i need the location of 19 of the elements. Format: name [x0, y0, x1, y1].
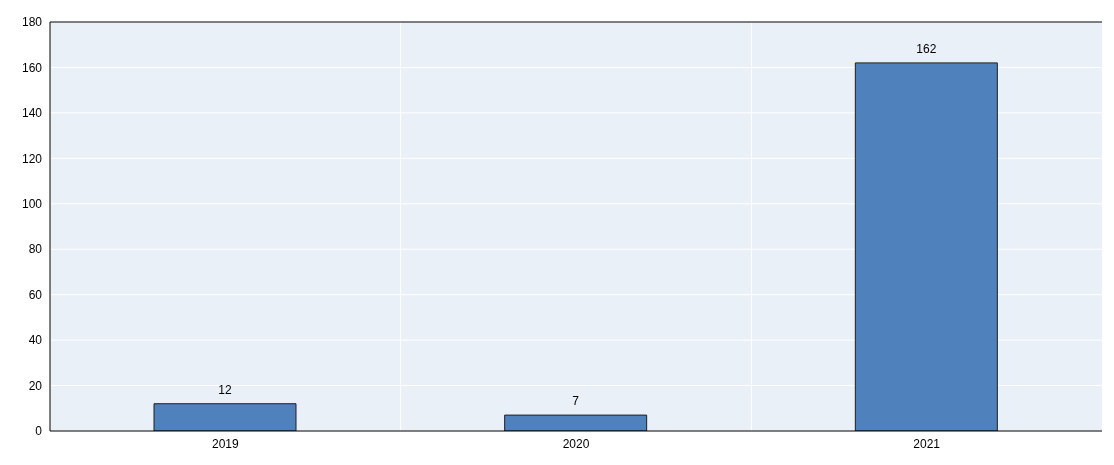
data-label: 12 — [218, 382, 232, 397]
y-tick-label: 0 — [35, 424, 43, 439]
bar — [854, 62, 998, 431]
y-tick-label: 40 — [28, 333, 43, 348]
y-tick-label: 180 — [21, 15, 43, 30]
y-tick-label: 100 — [21, 197, 43, 212]
x-tick-label: 2019 — [211, 436, 239, 451]
x-tick-label: 2021 — [913, 436, 941, 451]
y-tick-label: 160 — [21, 60, 43, 75]
y-tick-label: 140 — [21, 106, 43, 121]
bar — [153, 403, 297, 431]
y-tick-label: 80 — [28, 242, 43, 257]
y-tick-label: 20 — [28, 378, 43, 393]
y-tick-label: 60 — [28, 287, 43, 302]
y-tick-label: 120 — [21, 151, 43, 166]
data-label: 7 — [572, 394, 580, 409]
x-tick-label: 2020 — [562, 436, 590, 451]
data-label: 162 — [916, 41, 937, 56]
bar — [504, 414, 648, 431]
